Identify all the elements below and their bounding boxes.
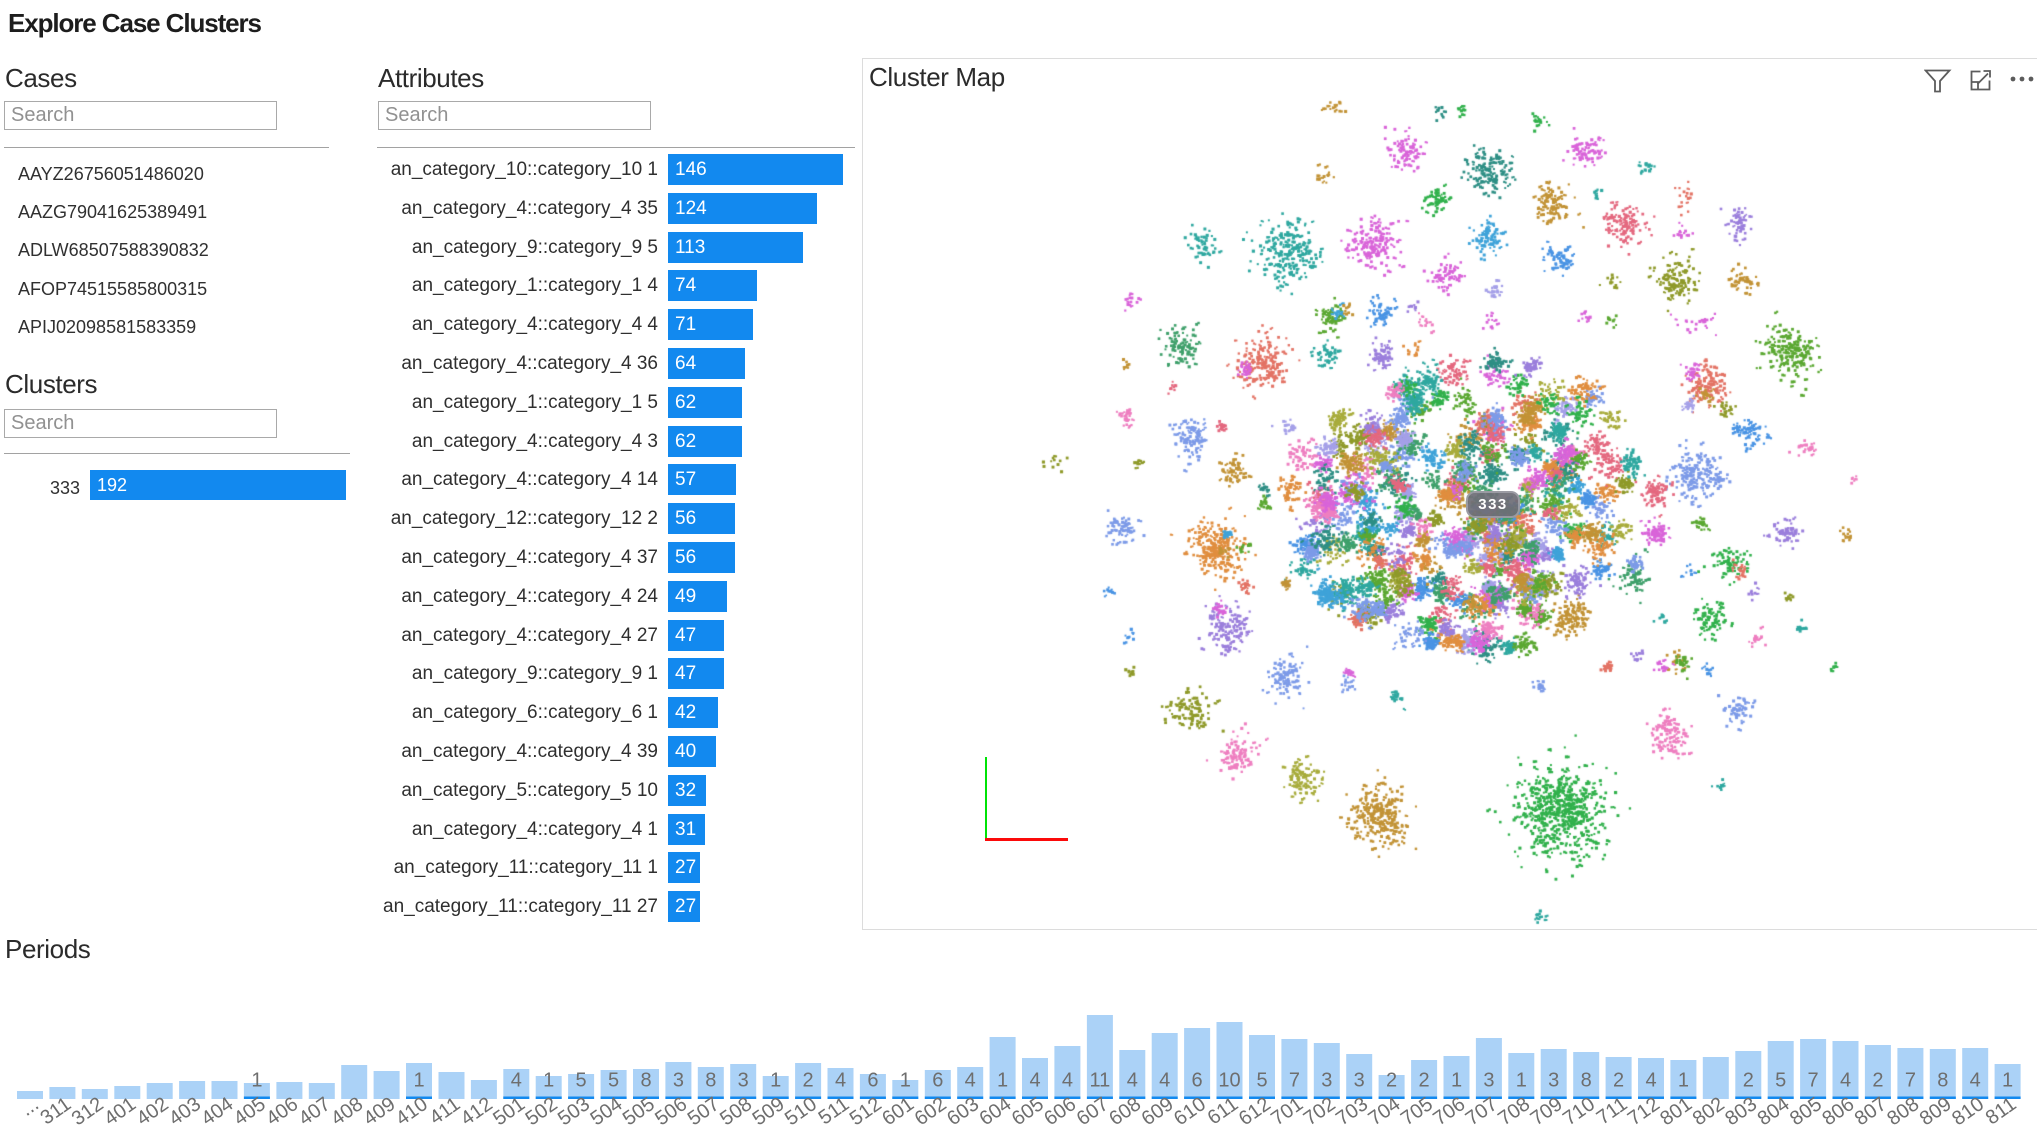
svg-text:1: 1 (770, 1070, 781, 1092)
svg-text:4: 4 (511, 1070, 522, 1092)
svg-text:2: 2 (1419, 1070, 1430, 1092)
svg-text:5: 5 (1256, 1070, 1267, 1092)
svg-text:8: 8 (640, 1070, 651, 1092)
svg-text:4: 4 (1645, 1070, 1656, 1092)
svg-text:1: 1 (543, 1070, 554, 1092)
svg-text:1: 1 (1451, 1070, 1462, 1092)
svg-text:1: 1 (997, 1070, 1008, 1092)
svg-text:1: 1 (2002, 1070, 2013, 1092)
svg-text:4: 4 (1840, 1070, 1851, 1092)
svg-text:3: 3 (1548, 1070, 1559, 1092)
svg-text:6: 6 (932, 1070, 943, 1092)
svg-text:8: 8 (1581, 1070, 1592, 1092)
svg-text:3: 3 (1354, 1070, 1365, 1092)
svg-text:4: 4 (1127, 1070, 1138, 1092)
svg-text:7: 7 (1905, 1070, 1916, 1092)
svg-text:3: 3 (738, 1070, 749, 1092)
svg-text:3: 3 (1483, 1070, 1494, 1092)
svg-text:4: 4 (1970, 1070, 1981, 1092)
svg-text:4: 4 (1029, 1070, 1040, 1092)
svg-text:5: 5 (608, 1070, 619, 1092)
svg-text:2: 2 (1386, 1070, 1397, 1092)
svg-text:5: 5 (1775, 1070, 1786, 1092)
svg-text:1: 1 (1516, 1070, 1527, 1092)
svg-text:6: 6 (1192, 1070, 1203, 1092)
svg-text:8: 8 (705, 1070, 716, 1092)
svg-text:5: 5 (576, 1070, 587, 1092)
svg-text:1: 1 (413, 1070, 424, 1092)
svg-text:10: 10 (1218, 1070, 1240, 1092)
svg-text:1: 1 (251, 1070, 262, 1092)
svg-text:1: 1 (1678, 1070, 1689, 1092)
svg-text:11: 11 (1090, 1070, 1111, 1092)
svg-text:3: 3 (1321, 1070, 1332, 1092)
svg-text:2: 2 (1872, 1070, 1883, 1092)
svg-text:8: 8 (1937, 1070, 1948, 1092)
svg-text:3: 3 (673, 1070, 684, 1092)
svg-text:6: 6 (867, 1070, 878, 1092)
svg-text:2: 2 (803, 1070, 814, 1092)
svg-text:4: 4 (965, 1070, 976, 1092)
svg-text:1: 1 (900, 1070, 911, 1092)
svg-text:4: 4 (1159, 1070, 1170, 1092)
svg-text:2: 2 (1613, 1070, 1624, 1092)
svg-text:4: 4 (835, 1070, 846, 1092)
svg-text:2: 2 (1743, 1070, 1754, 1092)
svg-text:4: 4 (1062, 1070, 1073, 1092)
svg-text:7: 7 (1289, 1070, 1300, 1092)
svg-text:7: 7 (1808, 1070, 1819, 1092)
